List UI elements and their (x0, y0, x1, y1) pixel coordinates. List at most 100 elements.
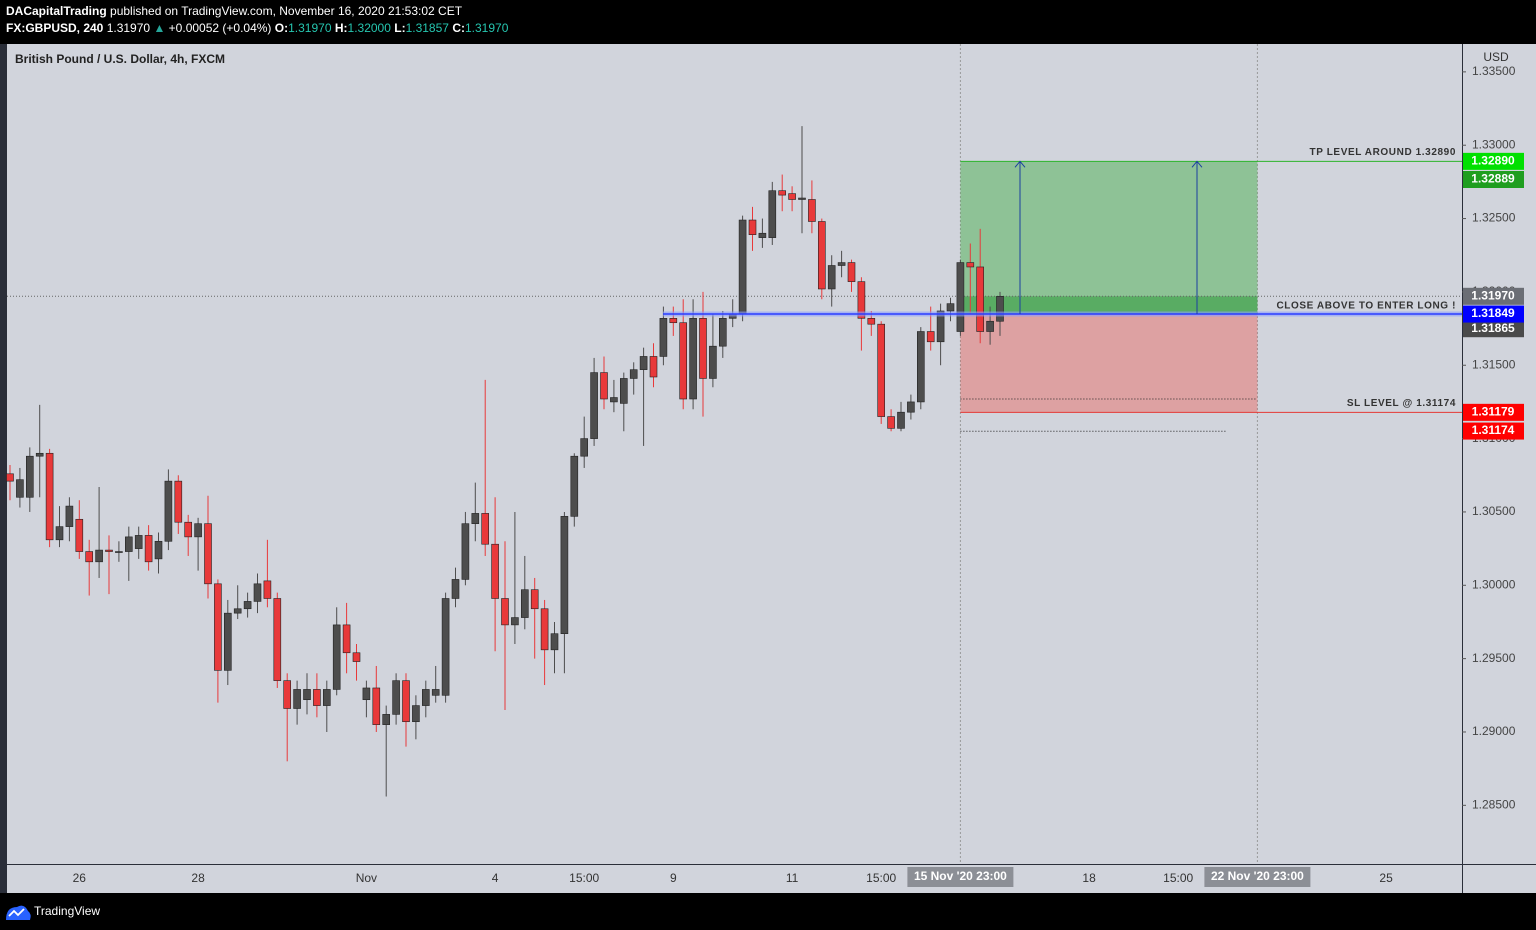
y-tick-label: 1.30000 (1472, 577, 1516, 591)
price-label: 1.31179 (1472, 405, 1515, 419)
stop-note: SL LEVEL @ 1.31174 (1347, 398, 1456, 409)
candle-body (144, 535, 153, 563)
candle-body (709, 345, 717, 379)
candle-body (283, 680, 292, 709)
candle-body (263, 580, 272, 599)
candle-body (65, 505, 74, 527)
price-label: 1.32889 (1471, 172, 1515, 186)
candle-body (966, 262, 975, 268)
x-tick-label: 18 (1082, 871, 1096, 885)
publisher: DACapitalTrading (6, 4, 107, 18)
price-label: 1.31174 (1472, 423, 1515, 437)
footer-bar (0, 893, 1536, 930)
overlay-layer: TP LEVEL AROUND 1.32890 CLOSE ABOVE TO EN… (663, 147, 1524, 887)
logo-cloud (6, 905, 31, 920)
candle-body (441, 598, 450, 696)
candle-body (85, 551, 93, 563)
candle-body (808, 199, 816, 222)
time-highlight-box (1204, 867, 1311, 887)
candle-body (738, 219, 747, 315)
candle-body (6, 473, 14, 482)
candle-body (916, 331, 925, 403)
candle-body (421, 689, 430, 706)
y-tick-label: 1.29000 (1472, 724, 1516, 738)
y-tick-label: 1.29500 (1472, 651, 1516, 665)
candle-body (907, 401, 915, 413)
candle-body (520, 589, 529, 618)
candle-body (778, 190, 787, 196)
candle-body (25, 455, 34, 498)
candle-body (689, 318, 697, 400)
candle-body (877, 323, 886, 417)
candle-body (758, 232, 767, 238)
candle-body (273, 598, 282, 681)
c-value: 1.31970 (465, 21, 509, 35)
candle-body (956, 262, 965, 332)
price-label: 1.31865 (1471, 321, 1515, 335)
y-tick-label: 1.33500 (1472, 64, 1516, 78)
open-pnl-zone (960, 296, 1258, 315)
last-price-label: 1.31970 (1471, 288, 1515, 302)
candle-body (986, 320, 994, 332)
candle-body (481, 513, 490, 545)
c-label: C: (452, 21, 465, 35)
x-tick-label: 28 (191, 871, 205, 885)
candle-body (372, 687, 381, 725)
candle-body (204, 523, 212, 585)
y-tick-label: 1.28500 (1472, 797, 1516, 811)
candle-body (946, 303, 955, 312)
logo-line (8, 908, 25, 917)
last: 1.31970 (107, 21, 151, 35)
candle-body (540, 608, 549, 651)
price-label-box (1463, 320, 1524, 338)
candle-body (639, 356, 648, 370)
last-price-label-box (1463, 287, 1524, 305)
candle-body (511, 617, 519, 626)
candle-body (352, 652, 361, 662)
candle-body (976, 266, 985, 332)
candle-body (788, 193, 796, 200)
candle-body (174, 480, 183, 523)
tradingview-logo (6, 905, 31, 920)
candle-body (669, 318, 678, 324)
candle-body (303, 689, 311, 701)
candle-body (867, 318, 876, 325)
candle-body (718, 318, 727, 347)
candle-body (550, 633, 559, 651)
time-highlight-box (907, 867, 1014, 887)
candle-body (431, 689, 440, 696)
price-label-box (1463, 422, 1524, 440)
candle-body (936, 310, 945, 343)
candle-body (402, 680, 410, 723)
candle-body (224, 612, 232, 671)
candle-body (798, 197, 806, 200)
y-tick-label: 1.30500 (1472, 504, 1516, 518)
time-highlight-label: 15 Nov '20 23:00 (914, 869, 1007, 883)
candle-body (214, 583, 222, 671)
candle-body (243, 601, 252, 610)
candle-body (570, 455, 579, 517)
candle-body (926, 331, 935, 343)
candle-body (313, 689, 321, 706)
header-line-1: DACapitalTrading published on TradingVie… (6, 4, 463, 18)
candle-body (560, 516, 569, 634)
candle-body (471, 513, 480, 524)
price-label-box (1463, 403, 1524, 421)
candle-body (392, 680, 400, 715)
candle-body (194, 523, 202, 538)
candle-body (134, 535, 143, 549)
symbol: FX:GBPUSD, 240 (6, 21, 104, 35)
y-tick-label: 1.32500 (1472, 211, 1516, 225)
x-tick-label: 9 (670, 871, 677, 885)
candle-body (649, 356, 658, 378)
candle-body (897, 411, 905, 429)
candle-body (590, 372, 598, 439)
candle-body (996, 296, 1004, 322)
y-tick-label: 1.31500 (1472, 357, 1516, 371)
candle-body (679, 322, 688, 400)
l-value: 1.31857 (406, 21, 450, 35)
price-label-box (1463, 170, 1524, 188)
x-tick-label: Nov (356, 871, 377, 885)
candle-body (322, 689, 331, 706)
